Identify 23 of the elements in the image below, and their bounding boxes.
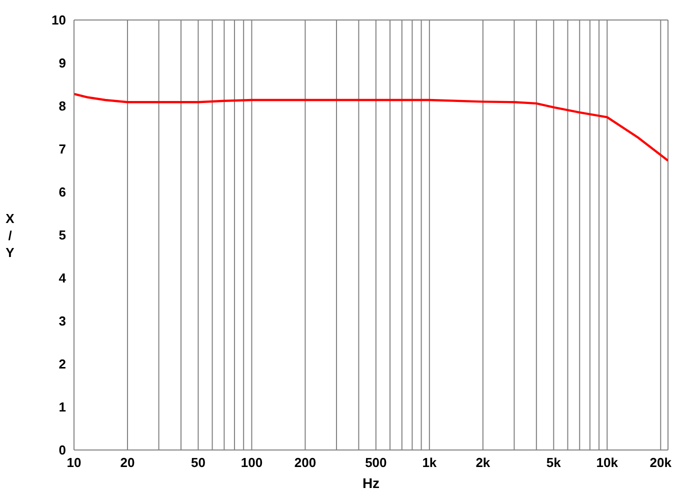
x-tick-label: 200	[294, 455, 316, 470]
x-tick-label: 5k	[546, 455, 562, 470]
y-tick-label: 9	[58, 56, 66, 71]
x-tick-label: 2k	[476, 455, 491, 470]
y-tick-label: 10	[52, 12, 66, 28]
x-tick-label: 1k	[422, 455, 438, 470]
y-tick-label: 1	[58, 400, 66, 415]
y-tick-label: 4	[58, 270, 67, 286]
y-tick-label: 8	[58, 98, 66, 114]
y-axis-title: X/Y	[4, 210, 16, 261]
y-tick-label: 7	[58, 142, 66, 157]
y-tick-label: 2	[58, 356, 66, 372]
x-tick-label: 500	[365, 455, 387, 470]
y-tick-label: 6	[58, 184, 66, 200]
y-tick-label: 0	[58, 442, 66, 458]
x-axis-title: Hz	[361, 475, 381, 491]
y-tick-label: 3	[58, 314, 66, 329]
x-tick-label: 100	[240, 455, 263, 470]
x-tick-label: 20k	[650, 455, 672, 470]
x-tick-label: 10k	[596, 455, 619, 470]
y-tick-label: 5	[58, 228, 66, 243]
x-tick-label: 50	[190, 455, 206, 470]
x-tick-label: 20	[120, 455, 135, 470]
